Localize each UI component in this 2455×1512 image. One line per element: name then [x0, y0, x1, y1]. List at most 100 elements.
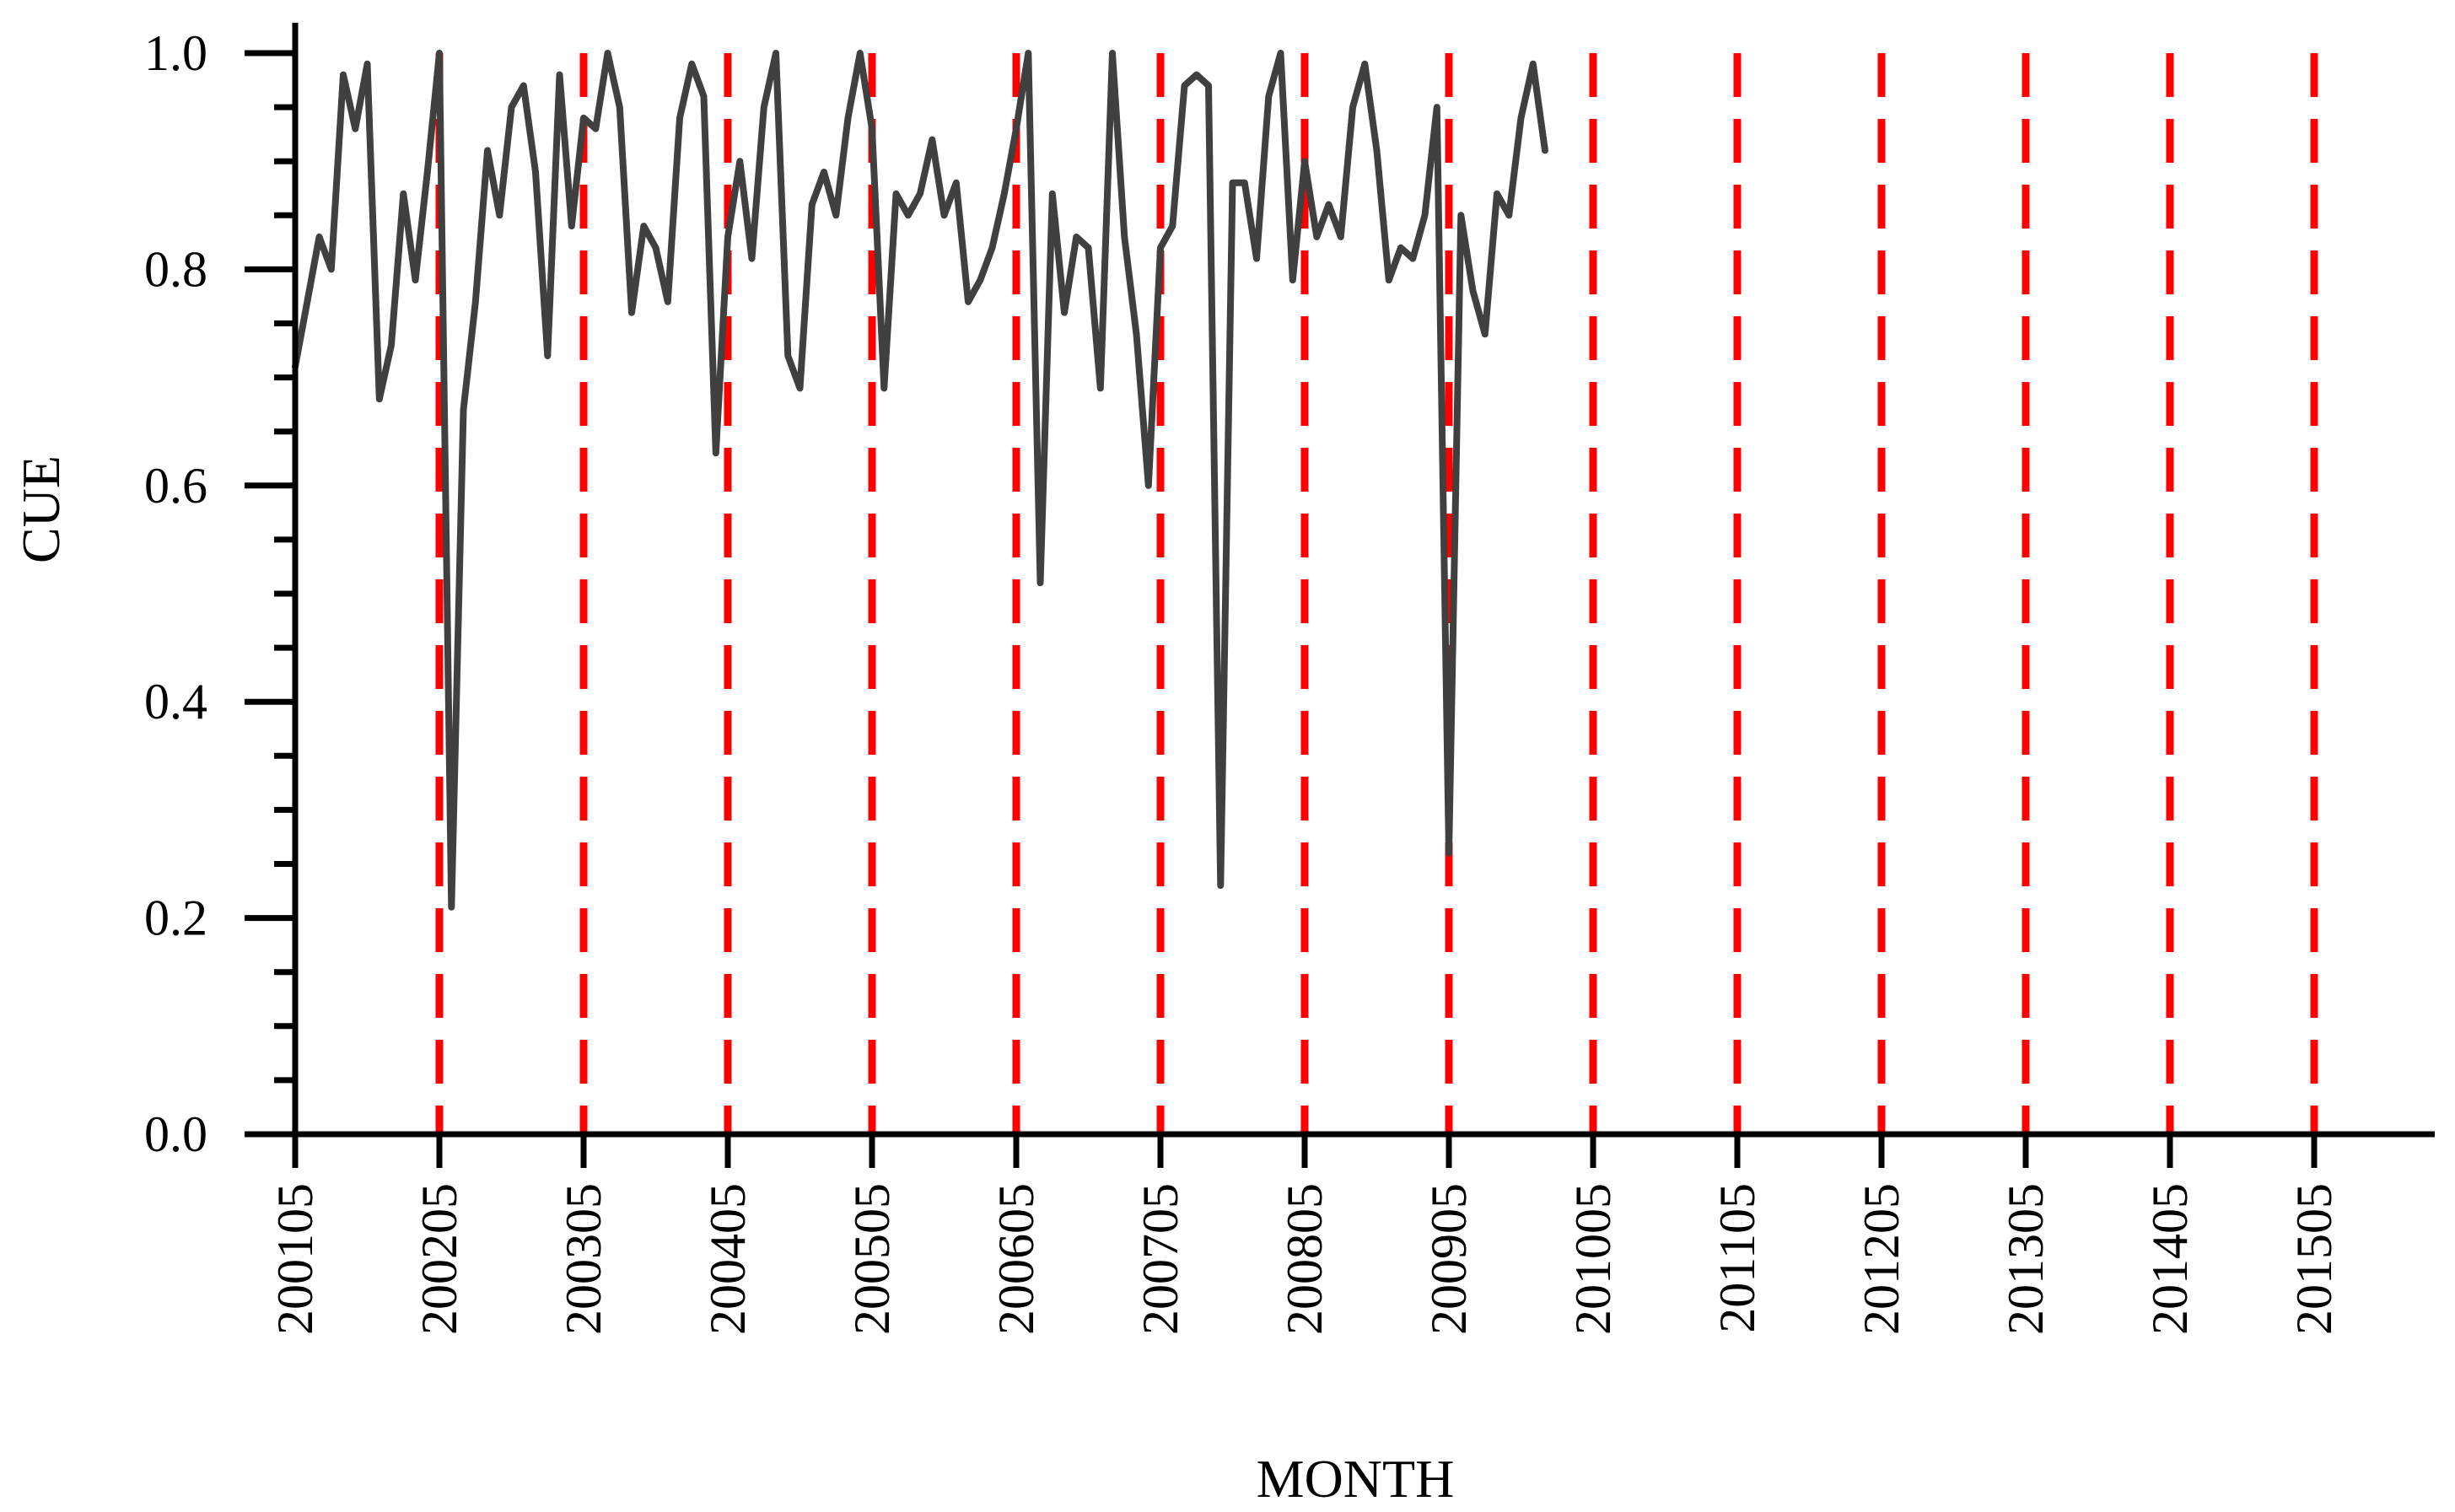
data-point: [462, 408, 465, 412]
data-point: [1147, 484, 1150, 487]
data-point: [378, 397, 381, 401]
y-tick-label: 0.0: [144, 1106, 207, 1162]
data-point: [1255, 257, 1258, 261]
data-point: [1026, 51, 1030, 55]
data-point: [1099, 386, 1102, 390]
y-tick-label: 0.2: [144, 891, 207, 946]
data-point: [1495, 192, 1499, 196]
data-point: [774, 51, 778, 55]
data-point: [895, 192, 897, 196]
data-point: [991, 246, 993, 250]
data-point: [618, 105, 622, 109]
x-axis-title: MONTH: [1257, 1449, 1455, 1509]
data-point: [366, 62, 369, 66]
x-tick-label: 200805: [1277, 1183, 1332, 1335]
data-point: [1219, 884, 1222, 887]
data-point: [1003, 192, 1006, 196]
data-point: [1387, 278, 1391, 282]
data-point: [907, 213, 910, 217]
x-tick-label: 200505: [844, 1183, 900, 1335]
data-point: [726, 235, 730, 239]
x-tick-label: 201205: [1854, 1183, 1909, 1335]
data-point: [882, 386, 886, 390]
data-point: [630, 311, 633, 315]
data-point: [966, 300, 970, 304]
data-point: [1483, 332, 1487, 336]
vertical-marker-lines: [435, 53, 2318, 1134]
data-point: [1087, 246, 1090, 250]
data-point: [822, 170, 826, 174]
data-point: [703, 94, 705, 98]
data-point: [930, 138, 934, 142]
data-point: [1339, 235, 1343, 239]
data-point: [1171, 224, 1174, 228]
data-point: [534, 170, 537, 174]
data-point: [1472, 289, 1474, 293]
data-point: [594, 127, 597, 131]
y-axis-title: CUE: [11, 455, 71, 563]
data-point: [1543, 148, 1547, 152]
data-point: [847, 116, 849, 120]
data-point: [642, 224, 645, 228]
data-point: [955, 181, 958, 185]
data-point: [870, 127, 874, 131]
data-point: [834, 213, 837, 217]
data-point: [799, 386, 801, 390]
x-tick-label: 201305: [1998, 1183, 2054, 1335]
y-tick-label: 0.4: [144, 674, 207, 729]
data-point: [859, 51, 862, 55]
data-point: [522, 83, 525, 87]
data-point: [510, 105, 513, 109]
data-point: [1111, 51, 1114, 55]
x-tick-label: 200605: [988, 1183, 1044, 1335]
data-point: [414, 278, 417, 282]
data-point: [318, 235, 320, 239]
data-point: [738, 159, 741, 163]
data-point: [1063, 311, 1066, 315]
data-point: [570, 224, 573, 228]
data-point: [1039, 581, 1042, 584]
data-point: [1520, 116, 1522, 120]
data-point: [666, 300, 670, 304]
data-point: [1351, 105, 1354, 109]
data-point: [751, 257, 753, 261]
data-point: [1267, 94, 1270, 98]
data-point: [1303, 159, 1306, 163]
data-point: [305, 300, 309, 304]
x-tick-label: 200205: [412, 1183, 467, 1335]
data-point: [1291, 278, 1295, 282]
data-point: [390, 343, 393, 347]
x-tick-label: 201105: [1709, 1183, 1765, 1333]
data-point: [1376, 148, 1378, 152]
cue-series-line: [292, 50, 1548, 911]
x-tick-label: 200305: [556, 1183, 611, 1335]
x-tick-label: 201405: [2142, 1183, 2198, 1335]
data-point: [342, 73, 345, 77]
data-point: [582, 116, 585, 120]
axes: [245, 23, 2435, 1168]
data-point: [450, 906, 453, 909]
data-point: [1435, 105, 1439, 109]
data-point: [918, 192, 922, 196]
data-point: [1279, 51, 1282, 55]
data-point: [401, 192, 405, 196]
data-point: [1207, 83, 1210, 87]
data-point: [714, 451, 718, 455]
data-point: [1135, 332, 1138, 336]
x-tick-label: 200705: [1133, 1183, 1188, 1335]
data-point: [498, 213, 501, 217]
data-point: [1507, 213, 1510, 217]
data-point: [474, 300, 477, 304]
data-point: [1231, 181, 1234, 185]
data-point: [1183, 83, 1186, 87]
data-point: [606, 51, 609, 55]
data-point: [1123, 235, 1126, 239]
x-tick-label: 201005: [1565, 1183, 1621, 1335]
data-point: [786, 354, 789, 358]
data-point: [1195, 73, 1198, 77]
data-point: [1315, 235, 1318, 239]
x-tick-label: 201505: [2286, 1183, 2342, 1335]
data-point: [1447, 852, 1451, 855]
data-point: [1424, 213, 1426, 217]
